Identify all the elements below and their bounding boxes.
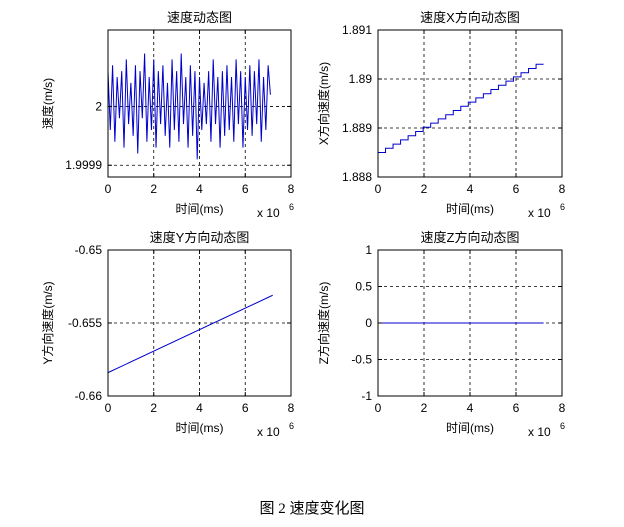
- y-axis-label: Y方向速度(m/s): [40, 281, 55, 364]
- y-tick-label: -0.5: [351, 353, 372, 367]
- series-line-1: [107, 53, 271, 160]
- x-tick-label: 0: [105, 182, 112, 196]
- x-tick-label: 0: [105, 401, 112, 415]
- x-tick-label: 4: [467, 182, 474, 196]
- y-axis-label: Z方向速度(m/s): [316, 282, 331, 365]
- x-multiplier: x 10: [257, 206, 280, 220]
- chart-title: 速度X方向动态图: [420, 10, 520, 25]
- x-tick-label: 6: [242, 182, 249, 196]
- y-tick-label: 1.889: [342, 121, 372, 135]
- x-axis-label: 时间(ms): [446, 421, 494, 435]
- x-multiplier-exponent: 6: [560, 421, 565, 431]
- x-axis-label: 时间(ms): [176, 202, 224, 216]
- x-multiplier: x 10: [528, 206, 551, 220]
- x-tick-label: 6: [242, 401, 249, 415]
- x-tick-label: 6: [513, 182, 520, 196]
- y-tick-label: -0.65: [75, 243, 103, 257]
- y-tick-label: 2: [95, 99, 102, 113]
- x-axis-label: 时间(ms): [176, 421, 224, 435]
- figure-caption: 图 2 速度变化图: [259, 501, 365, 517]
- x-tick-label: 2: [150, 182, 157, 196]
- y-tick-label: 1.89: [349, 72, 373, 86]
- series-line-1: [378, 63, 544, 153]
- chart-title: 速度Z方向动态图: [421, 230, 520, 245]
- x-tick-label: 4: [467, 401, 474, 415]
- x-tick-label: 6: [513, 401, 520, 415]
- x-tick-label: 0: [375, 182, 382, 196]
- x-tick-label: 4: [196, 182, 203, 196]
- y-tick-label: -0.66: [75, 389, 103, 403]
- y-tick-label: -0.655: [68, 316, 102, 330]
- x-tick-label: 4: [196, 401, 203, 415]
- chart-title: 速度动态图: [167, 10, 232, 25]
- y-axis-label: X方向速度(m/s): [316, 62, 331, 145]
- x-multiplier-exponent: 6: [289, 202, 294, 212]
- x-multiplier: x 10: [528, 425, 551, 439]
- y-tick-label: 1: [365, 243, 372, 257]
- x-tick-label: 2: [150, 401, 157, 415]
- y-tick-label: 1.888: [342, 170, 372, 184]
- x-tick-label: 8: [559, 401, 566, 415]
- x-axis-label: 时间(ms): [446, 202, 494, 216]
- x-tick-label: 8: [288, 182, 295, 196]
- x-tick-label: 8: [559, 182, 566, 196]
- y-tick-label: 1.891: [342, 23, 372, 37]
- x-tick-label: 2: [421, 182, 428, 196]
- y-tick-label: 0.5: [355, 280, 372, 294]
- x-multiplier-exponent: 6: [560, 202, 565, 212]
- x-tick-label: 0: [375, 401, 382, 415]
- x-multiplier: x 10: [257, 425, 280, 439]
- x-tick-label: 2: [421, 401, 428, 415]
- x-multiplier-exponent: 6: [289, 421, 294, 431]
- y-tick-label: 1.9999: [65, 158, 102, 172]
- chart-title: 速度Y方向动态图: [150, 230, 250, 245]
- y-tick-label: -1: [361, 389, 372, 403]
- y-axis-label: 速度(m/s): [40, 78, 55, 129]
- y-tick-label: 0: [365, 316, 372, 330]
- x-tick-label: 8: [288, 401, 295, 415]
- series-line-1: [107, 294, 273, 374]
